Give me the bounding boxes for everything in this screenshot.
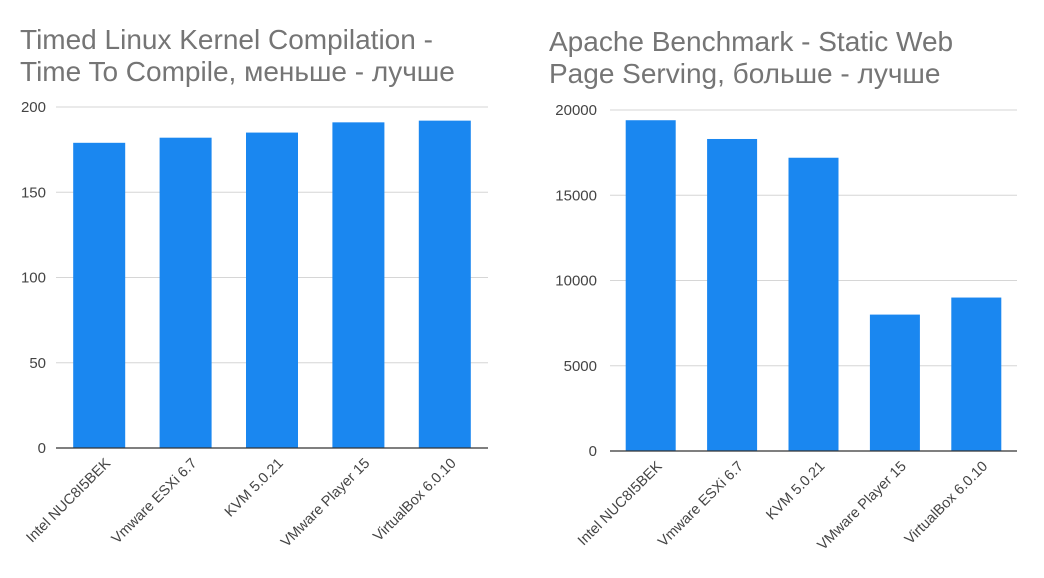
y-tick-label: 200 <box>21 99 46 116</box>
x-category-label: VirtualBox 6.0.10 <box>902 459 991 548</box>
bar <box>625 120 676 451</box>
bar <box>869 314 920 451</box>
bar <box>788 157 839 452</box>
bar <box>246 132 298 448</box>
bar-chart-svg: 0 5000 10000 15000 20000 Intel NUC8I5BEKVmwar… <box>555 102 1017 554</box>
chart-title-line-2: Page Serving, больше - лучше <box>549 58 941 89</box>
x-category-label: KVM 5.0.21 <box>222 456 287 521</box>
y-tick-label: 5000 <box>564 358 597 375</box>
y-tick-label: 150 <box>21 184 46 201</box>
y-tick-label: 0 <box>589 443 597 460</box>
x-category-label: Vmware ESXi 6.7 <box>109 456 201 548</box>
x-category-label: VirtualBox 6.0.10 <box>370 456 459 545</box>
bar <box>73 142 126 448</box>
x-category-label: Vmware ESXi 6.7 <box>655 459 747 551</box>
chart-title-line-2: Time To Compile, меньше - лучше <box>20 56 455 87</box>
bar <box>951 297 1002 451</box>
chart-title-line-1: Apache Benchmark - Static Web <box>549 26 954 57</box>
bar <box>159 137 212 448</box>
x-category-label: VMware Player 15 <box>278 456 373 551</box>
y-tick-label: 0 <box>38 440 46 457</box>
y-tick-label: 20000 <box>555 102 597 119</box>
x-category-label: Intel NUC8I5BEK <box>575 458 666 549</box>
y-tick-label: 50 <box>29 355 46 372</box>
bar <box>707 138 758 452</box>
bar <box>418 120 471 448</box>
chart-title: Timed Linux Kernel Compilation - Time To… <box>20 24 455 88</box>
x-category-label: Intel NUC8I5BEK <box>23 455 114 546</box>
y-tick-label: 15000 <box>555 187 597 204</box>
y-tick-label: 10000 <box>555 273 597 290</box>
apache-benchmark-chart: Apache Benchmark - Static Web Page Servi… <box>522 0 1044 578</box>
x-category-label: VMware Player 15 <box>815 459 910 554</box>
x-category-label: KVM 5.0.21 <box>763 459 828 524</box>
chart-title: Apache Benchmark - Static Web Page Servi… <box>549 26 953 90</box>
chart-title-line-1: Timed Linux Kernel Compilation - <box>20 24 433 55</box>
bar <box>332 122 385 448</box>
y-tick-label: 100 <box>21 270 46 287</box>
kernel-compile-chart: Timed Linux Kernel Compilation - Time To… <box>20 24 488 551</box>
